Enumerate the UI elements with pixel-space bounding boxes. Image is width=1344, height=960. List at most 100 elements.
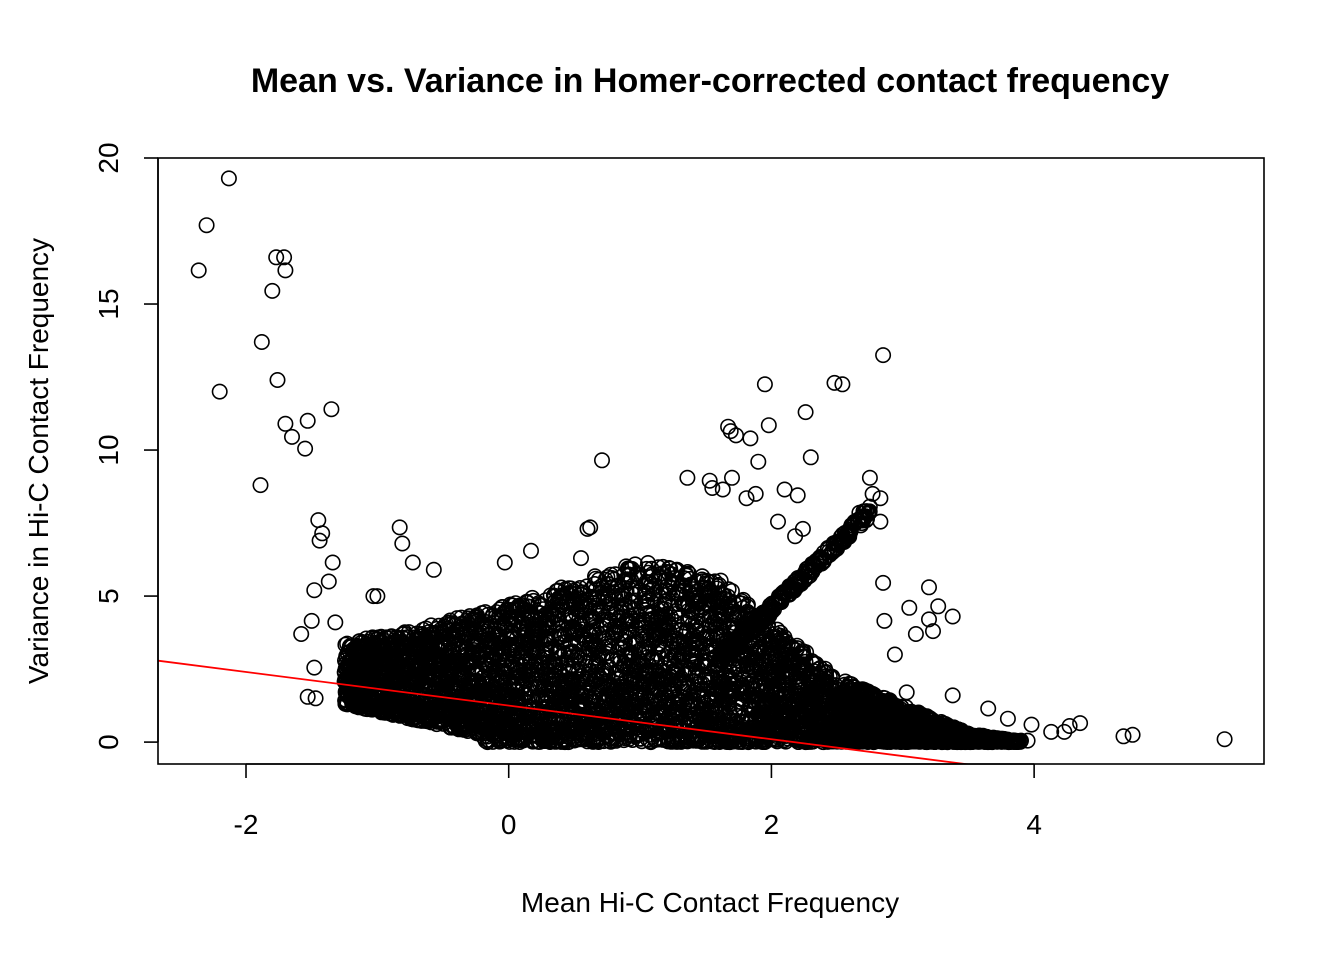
cloud-point bbox=[537, 592, 554, 609]
cloud-point bbox=[621, 653, 638, 670]
cloud-point bbox=[648, 625, 665, 642]
cloud-point bbox=[773, 703, 790, 720]
cloud-point bbox=[607, 663, 624, 680]
cloud-point bbox=[582, 718, 599, 735]
cloud-point bbox=[546, 662, 563, 679]
cloud-point bbox=[697, 726, 714, 743]
cloud-point bbox=[360, 653, 377, 670]
cloud-point bbox=[670, 653, 687, 670]
cloud-point bbox=[582, 581, 599, 598]
cloud-point bbox=[563, 608, 580, 625]
cloud-point bbox=[509, 668, 526, 685]
cloud-point bbox=[672, 731, 689, 748]
cloud-point bbox=[630, 607, 647, 624]
cloud-point bbox=[707, 624, 724, 641]
cloud-point bbox=[797, 653, 814, 670]
cloud-point bbox=[619, 646, 636, 663]
cloud-point bbox=[527, 723, 544, 740]
cloud-point bbox=[640, 574, 657, 591]
cloud-point bbox=[791, 645, 808, 662]
cloud-point bbox=[633, 641, 650, 658]
cloud-point bbox=[783, 700, 800, 717]
cloud-point bbox=[650, 731, 667, 748]
cloud-point bbox=[603, 591, 620, 608]
cloud-point bbox=[596, 630, 613, 647]
cloud-point bbox=[556, 633, 573, 650]
cloud-point bbox=[413, 699, 430, 716]
cloud-point bbox=[756, 692, 773, 709]
cloud-point bbox=[794, 643, 811, 660]
cloud-point bbox=[474, 673, 491, 690]
cloud-point bbox=[536, 713, 553, 730]
cloud-point bbox=[635, 657, 652, 674]
cloud-point bbox=[739, 598, 756, 615]
cloud-point bbox=[548, 658, 565, 675]
cloud-point bbox=[586, 575, 603, 592]
cloud-point bbox=[581, 625, 598, 642]
cloud-point bbox=[757, 635, 774, 652]
cloud-point bbox=[499, 631, 516, 648]
cloud-point bbox=[701, 706, 718, 723]
cloud-point bbox=[488, 604, 505, 621]
cloud-point bbox=[574, 688, 591, 705]
cloud-point bbox=[641, 640, 658, 657]
cloud-point bbox=[723, 582, 740, 599]
cloud-point bbox=[625, 707, 642, 724]
cloud-point bbox=[682, 711, 699, 728]
cloud-point bbox=[659, 649, 676, 666]
cloud-point bbox=[492, 648, 509, 665]
cloud-point bbox=[338, 660, 355, 677]
cloud-point bbox=[633, 594, 650, 611]
cloud-point bbox=[477, 709, 494, 726]
cloud-point bbox=[362, 663, 379, 680]
cloud-point bbox=[805, 682, 822, 699]
cloud-point bbox=[604, 652, 621, 669]
cloud-point bbox=[588, 672, 605, 689]
cloud-point bbox=[496, 679, 513, 696]
cloud-point bbox=[676, 614, 693, 631]
cloud-point bbox=[786, 697, 803, 714]
cloud-point bbox=[505, 648, 522, 665]
cloud-point bbox=[617, 627, 634, 644]
cloud-point bbox=[553, 648, 570, 665]
cloud-point bbox=[778, 662, 795, 679]
cloud-point bbox=[627, 662, 644, 679]
cloud-point bbox=[749, 643, 766, 660]
cloud-point bbox=[534, 672, 551, 689]
cloud-point bbox=[523, 642, 540, 659]
cloud-point bbox=[650, 666, 667, 683]
cloud-point bbox=[488, 627, 505, 644]
cloud-point bbox=[507, 640, 524, 657]
cloud-point bbox=[664, 704, 681, 721]
cloud-point bbox=[551, 592, 568, 609]
cloud-point bbox=[468, 607, 485, 624]
cloud-point bbox=[789, 671, 806, 688]
cloud-point bbox=[807, 693, 824, 710]
cloud-point bbox=[556, 627, 573, 644]
cloud-point bbox=[627, 556, 644, 573]
cloud-point bbox=[562, 688, 579, 705]
cloud-point bbox=[584, 610, 601, 627]
x-axis-label: Mean Hi-C Contact Frequency bbox=[521, 887, 899, 918]
cloud-point bbox=[624, 669, 641, 686]
cloud-point bbox=[537, 635, 554, 652]
cloud-point bbox=[464, 644, 481, 661]
cloud-point bbox=[428, 640, 445, 657]
cloud-point bbox=[409, 673, 426, 690]
cloud-point bbox=[508, 731, 525, 748]
cloud-point bbox=[617, 718, 634, 735]
cloud-point bbox=[638, 560, 655, 577]
cloud-point bbox=[638, 649, 655, 666]
cloud-point bbox=[734, 725, 751, 742]
cloud-point bbox=[652, 704, 669, 721]
cloud-point bbox=[395, 637, 412, 654]
cloud-point bbox=[550, 700, 567, 717]
cloud-point bbox=[427, 629, 444, 646]
cloud-point bbox=[396, 624, 413, 641]
cloud-point bbox=[659, 591, 676, 608]
cloud-point bbox=[586, 604, 603, 621]
cloud-point bbox=[684, 581, 701, 598]
cloud-point bbox=[669, 561, 686, 578]
cloud-point bbox=[616, 597, 633, 614]
cloud-point bbox=[720, 581, 737, 598]
